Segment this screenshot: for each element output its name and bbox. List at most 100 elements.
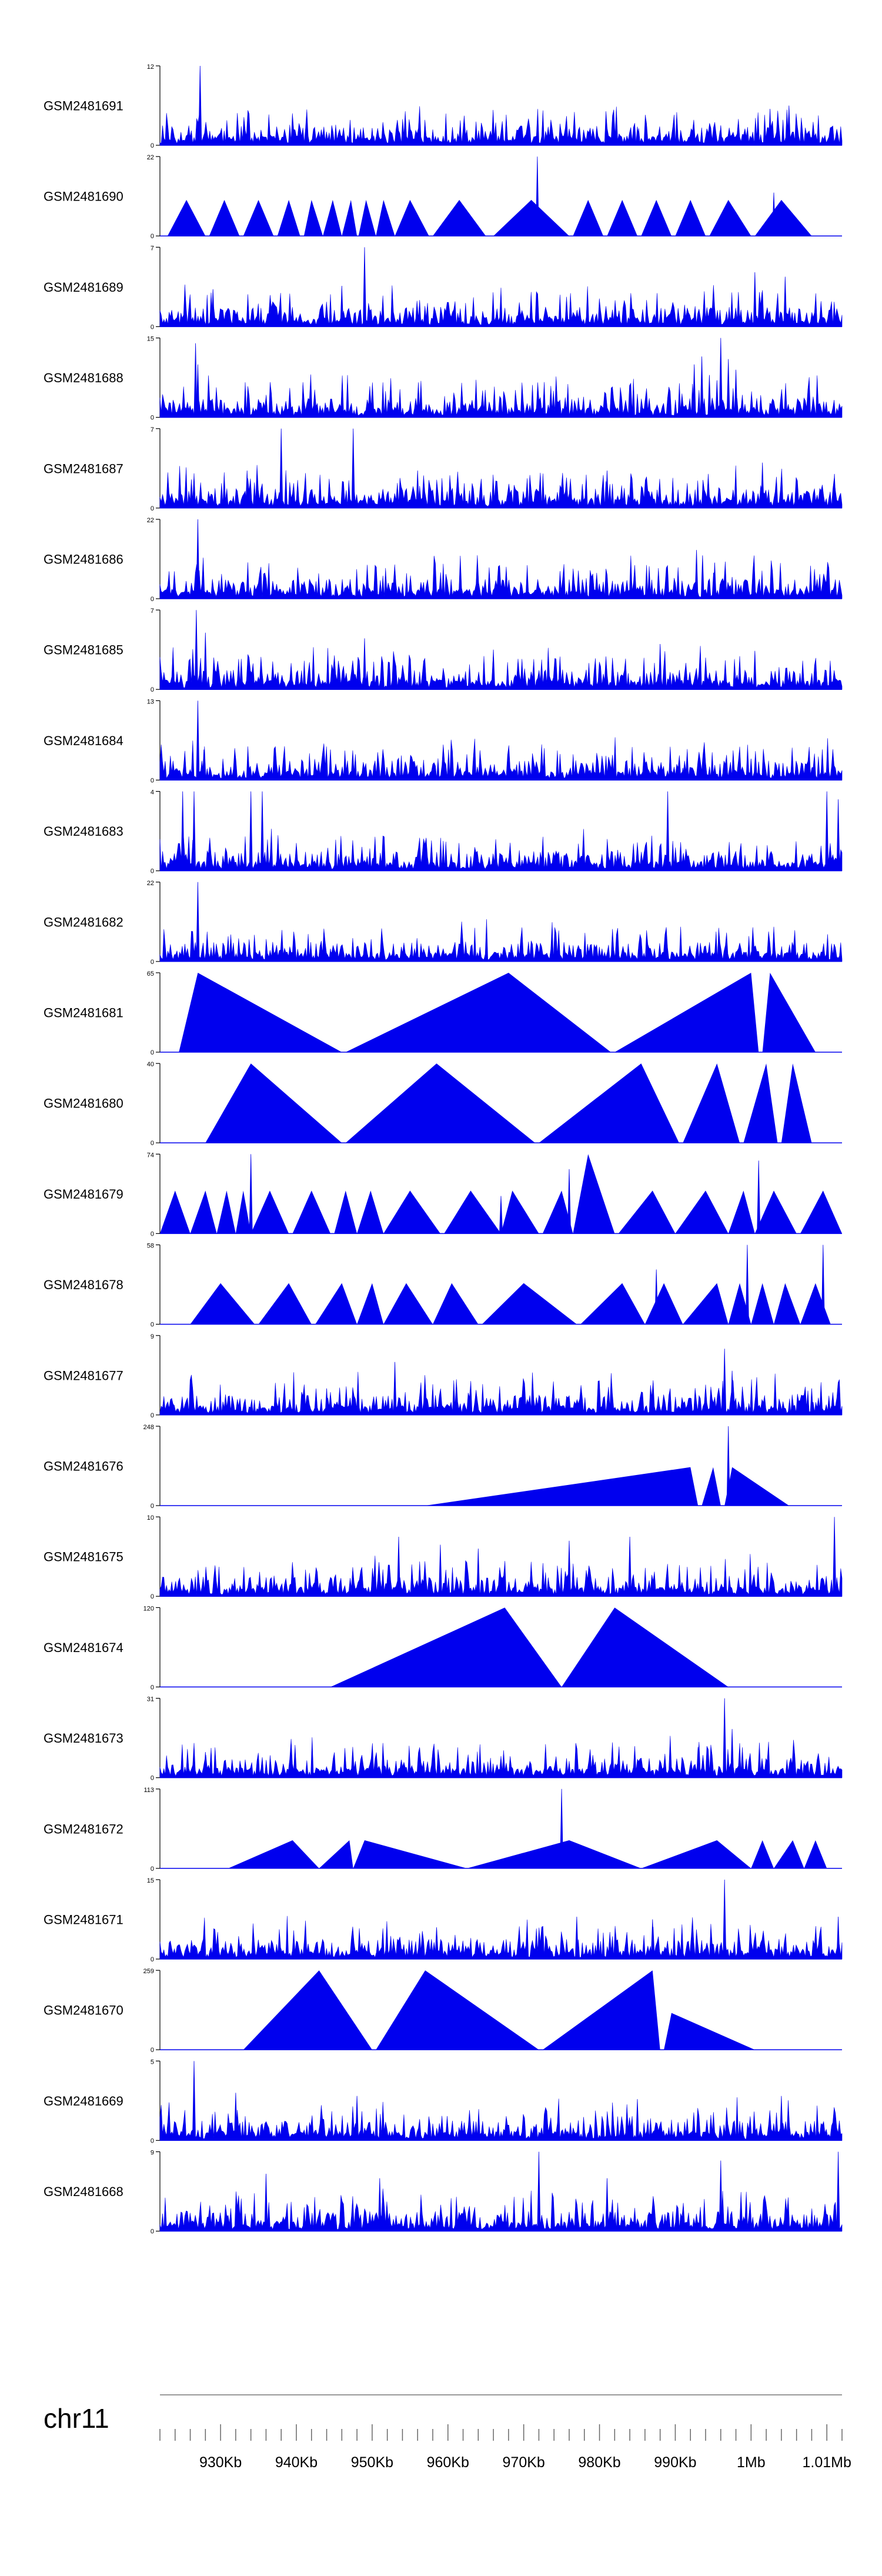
y-min-label: 0 bbox=[151, 1140, 154, 1147]
signal-triangle-6 bbox=[334, 1190, 358, 1234]
signal-peak-4 bbox=[567, 1540, 572, 1597]
y-min-label: 0 bbox=[151, 777, 154, 784]
signal-peak-0 bbox=[362, 247, 367, 327]
signal-triangle-0 bbox=[425, 1467, 699, 1506]
signal-peak-4 bbox=[779, 2095, 783, 2141]
signal-triangle-7 bbox=[358, 199, 376, 236]
signal-peak-2 bbox=[836, 1916, 840, 1960]
signal-peak-6 bbox=[836, 799, 840, 871]
signal-peak-0 bbox=[196, 700, 200, 780]
y-min-label: 0 bbox=[151, 959, 154, 966]
signal-triangle-14 bbox=[675, 1190, 729, 1234]
x-tick-label: 960Kb bbox=[427, 2454, 469, 2471]
signal-area bbox=[159, 1372, 843, 1416]
x-tick-label: 1.01Mb bbox=[803, 2454, 851, 2471]
signal-peak-1 bbox=[567, 1169, 572, 1234]
signal-triangle-4 bbox=[303, 199, 323, 236]
track-GSM2481668: GSM2481668 9 0 bbox=[44, 2150, 843, 2235]
y-max-label: 22 bbox=[147, 880, 154, 887]
signal-triangle-1 bbox=[345, 973, 611, 1052]
y-max-label: 15 bbox=[147, 336, 154, 343]
track-GSM2481691: GSM2481691 12 0 bbox=[44, 64, 843, 149]
signal-triangle-3 bbox=[683, 1063, 740, 1143]
track-GSM2481683: GSM2481683 4 0 bbox=[44, 789, 843, 875]
signal-triangle-12 bbox=[774, 1283, 801, 1324]
signal-triangle-0 bbox=[205, 1063, 342, 1143]
signal-triangle-2 bbox=[614, 973, 759, 1052]
y-max-label: 5 bbox=[151, 2058, 154, 2066]
track-GSM2481685: GSM2481685 7 0 bbox=[44, 608, 843, 693]
y-max-label: 13 bbox=[147, 698, 154, 705]
signal-triangle-0 bbox=[190, 1283, 255, 1324]
y-min-label: 0 bbox=[151, 596, 154, 603]
signal-triangle-3 bbox=[467, 1840, 642, 1868]
track-GSM2481674: GSM2481674 120 0 bbox=[44, 1605, 842, 1691]
signal-triangle-1 bbox=[376, 1970, 539, 2050]
signal-peak-1 bbox=[192, 791, 196, 871]
track-GSM2481671: GSM2481671 15 0 bbox=[44, 1877, 843, 1963]
signal-area bbox=[159, 374, 843, 418]
y-min-label: 0 bbox=[151, 686, 154, 693]
track-GSM2481688: GSM2481688 15 0 bbox=[44, 336, 843, 422]
track-label: GSM2481682 bbox=[44, 915, 123, 929]
y-min-label: 0 bbox=[151, 415, 154, 422]
signal-triangle-2 bbox=[315, 1283, 358, 1324]
signal-area bbox=[159, 919, 843, 962]
signal-triangle-17 bbox=[800, 1190, 842, 1234]
signal-peak-5 bbox=[760, 462, 764, 509]
track-label: GSM2481681 bbox=[44, 1006, 123, 1020]
signal-peak-1 bbox=[730, 1729, 734, 1778]
signal-peak-4 bbox=[340, 285, 344, 327]
signal-peak-4 bbox=[658, 644, 662, 690]
signal-triangle-1 bbox=[562, 1607, 729, 1687]
signal-peak-5 bbox=[377, 2178, 382, 2232]
y-max-label: 22 bbox=[147, 154, 154, 161]
signal-peak-1 bbox=[753, 272, 757, 327]
track-GSM2481689: GSM2481689 7 0 bbox=[44, 245, 843, 331]
y-min-label: 0 bbox=[151, 868, 154, 875]
signal-triangle-4 bbox=[641, 1840, 751, 1868]
signal-triangle-0 bbox=[243, 1970, 372, 2050]
signal-triangle-2 bbox=[243, 199, 274, 236]
y-min-label: 0 bbox=[151, 233, 154, 240]
y-min-label: 0 bbox=[151, 1412, 154, 1419]
track-GSM2481669: GSM2481669 5 0 bbox=[44, 2058, 843, 2144]
y-min-label: 0 bbox=[151, 1775, 154, 1782]
signal-triangle-10 bbox=[433, 199, 486, 236]
signal-triangle-9 bbox=[683, 1283, 729, 1324]
signal-peak-0 bbox=[560, 1788, 564, 1869]
signal-triangle-10 bbox=[728, 1283, 751, 1324]
signal-peak-4 bbox=[810, 1388, 814, 1416]
signal-peak-2 bbox=[328, 749, 333, 780]
signal-area bbox=[159, 1916, 843, 1960]
signal-peak-0 bbox=[723, 1698, 727, 1778]
y-min-label: 0 bbox=[151, 2228, 154, 2235]
signal-peak-5 bbox=[730, 577, 734, 599]
signal-triangle-4 bbox=[383, 1283, 433, 1324]
y-max-label: 248 bbox=[143, 1424, 154, 1431]
signal-peak-2 bbox=[654, 1269, 659, 1325]
y-min-label: 0 bbox=[151, 1684, 154, 1691]
signal-peak-3 bbox=[260, 791, 265, 871]
y-max-label: 4 bbox=[151, 789, 154, 796]
signal-triangle-6 bbox=[342, 199, 358, 236]
x-tick-label: 970Kb bbox=[503, 2454, 545, 2471]
chromosome-label: chr11 bbox=[44, 2403, 109, 2434]
signal-peak-2 bbox=[700, 555, 704, 599]
signal-triangle-6 bbox=[774, 1840, 804, 1868]
signal-peak-5 bbox=[753, 650, 757, 690]
signal-triangle-0 bbox=[160, 1190, 191, 1234]
signal-peak-0 bbox=[249, 1154, 253, 1234]
signal-peak-2 bbox=[757, 1160, 761, 1234]
track-label: GSM2481688 bbox=[44, 371, 123, 385]
signal-triangle-16 bbox=[754, 1190, 797, 1234]
signal-area bbox=[159, 555, 843, 599]
y-max-label: 31 bbox=[147, 1696, 154, 1703]
track-GSM2481675: GSM2481675 10 0 bbox=[44, 1514, 843, 1600]
y-max-label: 22 bbox=[147, 517, 154, 524]
track-GSM2481672: GSM2481672 113 0 bbox=[44, 1787, 842, 1873]
signal-peak-3 bbox=[749, 759, 753, 780]
signal-triangle-2 bbox=[353, 1840, 467, 1868]
y-max-label: 120 bbox=[143, 1605, 154, 1612]
signal-peak-0 bbox=[198, 65, 202, 146]
